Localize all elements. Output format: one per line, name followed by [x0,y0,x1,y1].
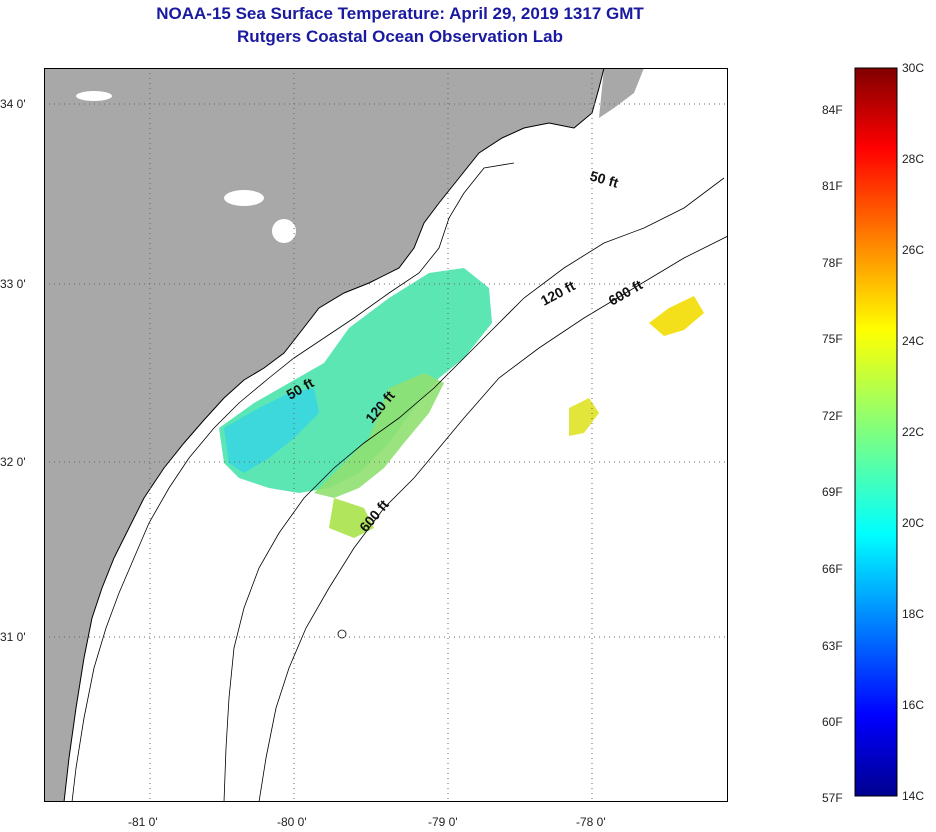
sst-patch-cool [224,388,319,473]
lat-label: 34 0' [0,97,26,111]
colorbar-fahrenheit-label: 63F [822,639,843,653]
lon-label: -81 0' [128,815,158,829]
land-mass [44,68,604,802]
isobath-600ft [258,235,728,802]
colorbar-celsius-label: 18C [902,607,924,621]
cloud [272,219,296,243]
lon-label: -80 0' [277,815,307,829]
colorbar-fahrenheit-label: 66F [822,562,843,576]
colorbar-celsius-label: 24C [902,334,924,348]
colorbar-celsius-label: 14C [902,789,924,803]
colorbar-fahrenheit-label: 84F [822,103,843,117]
colorbar-celsius-label: 20C [902,516,924,530]
colorbar-fahrenheit-label: 78F [822,256,843,270]
map-frame [44,68,728,802]
sst-patch-offshore-2 [569,398,599,436]
colorbar-celsius-label: 28C [902,152,924,166]
isobath-120ft [223,177,725,802]
sst-map: 50 ft 120 ft 600 ft 50 ft 120 ft 600 ft [44,68,728,802]
colorbar-celsius-label: 26C [902,243,924,257]
sst-patch-offshore-1 [649,296,704,336]
lat-label: 31 0' [0,630,26,644]
colorbar-celsius-label: 22C [902,425,924,439]
lat-label: 32 0' [0,455,26,469]
land-inlet [599,68,644,118]
colorbar-gradient [854,67,898,797]
lon-label: -79 0' [428,815,458,829]
cloud [76,91,112,101]
colorbar-celsius-label: 16C [902,698,924,712]
lat-label: 33 0' [0,277,26,291]
colorbar-fahrenheit-label: 75F [822,332,843,346]
colorbar-fahrenheit-label: 81F [822,179,843,193]
graticule [44,68,728,802]
isobath-50ft [71,162,515,802]
sst-patch-shelf [329,498,374,538]
contour-label-50ft-north: 50 ft [588,168,620,191]
temperature-colorbar: 30C 28C 26C 24C 22C 20C 18C 16C 14C 84F 81F 78F 75F 7… [822,62,924,805]
colorbar-fahrenheit-label: 69F [822,485,843,499]
map-title: NOAA-15 Sea Surface Temperature: April 2… [156,4,644,23]
coastline [63,68,605,802]
colorbar-fahrenheit-label: 57F [822,791,843,805]
sst-patch-warm [314,373,444,498]
lon-label: -78 0' [576,815,606,829]
colorbar-fahrenheit-label: 72F [822,409,843,423]
seamount-contour [337,629,347,639]
colorbar-celsius-label: 30C [902,62,924,75]
map-subtitle: Rutgers Coastal Ocean Observation Lab [237,27,563,46]
cloud [224,190,264,206]
colorbar-fahrenheit-label: 60F [822,715,843,729]
